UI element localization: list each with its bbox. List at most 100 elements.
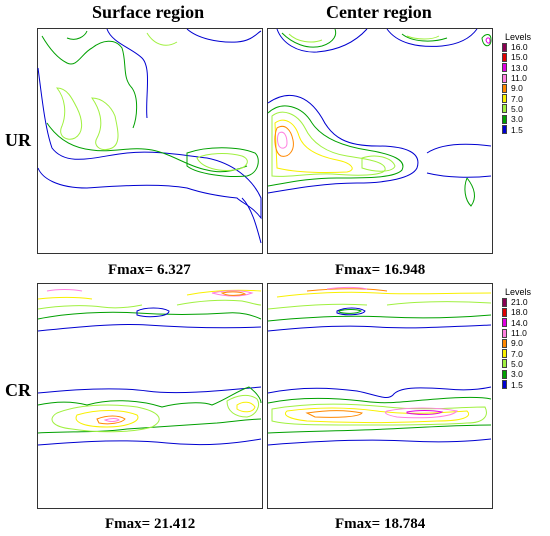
legend-value: 16.0 [511,42,528,53]
contour-line [426,143,492,154]
legend-swatch [502,349,507,359]
contour-line [426,172,492,178]
odf-plot-center-cr [267,283,493,509]
contour-line [281,28,337,48]
legend-entry: 7.0 [502,93,542,104]
contour-line [277,131,288,149]
legend-value: 9.0 [511,338,523,349]
contour-line [241,197,262,244]
odf-plot-center-ur [267,28,493,254]
contour-line [406,410,444,415]
legend-swatch [502,338,507,348]
contour-line [267,105,404,187]
contour-line [386,301,492,306]
legend-value: 3.0 [511,114,523,125]
legend-value: 1.5 [511,124,523,135]
odf-plot-surface-cr [37,283,263,509]
contour-line [46,122,248,173]
contour-line [361,155,396,172]
legend-swatch [502,380,507,390]
legend-value: 3.0 [511,369,523,380]
contour-line [37,297,93,300]
contour-line [55,87,83,140]
legend-entry: 16.0 [502,42,542,52]
legend-entry: 1.5 [502,379,542,390]
legend-title: Levels [505,287,532,297]
contour-line [276,28,368,53]
legend-swatch [502,94,507,104]
legend-value: 7.0 [511,93,523,104]
legend-entry: 1.5 [502,124,542,135]
contour-line [271,111,386,177]
row-label-ur: UR [5,130,31,150]
contour-line [406,35,440,40]
contour-line [37,323,262,332]
contour-line [186,147,259,177]
contour-line [274,125,294,157]
contour-line [37,386,262,408]
contour-line [267,438,492,446]
contour-line [236,401,256,413]
contour-line [91,97,119,151]
contour-line [37,386,262,394]
legend-swatch [502,104,507,114]
legend-swatch [502,52,507,62]
contour-line [401,33,448,42]
legend-swatch [502,359,507,369]
contour-line [267,95,419,194]
legend-entry: 3.0 [502,114,542,124]
legend-swatch [502,42,507,52]
contour-line [186,28,262,43]
legend-entry: 13.0 [502,63,542,73]
legend-entry: 15.0 [502,52,542,62]
contour-line [464,177,475,207]
contour-line [37,67,262,220]
contour-line [66,30,88,40]
contour-line [271,403,487,426]
legend-swatch [502,73,507,83]
contour-line [51,404,160,433]
legend-value: 1.5 [511,379,523,390]
contour-line [136,307,170,318]
contour-line [106,28,149,119]
contour-line [267,424,492,434]
legend-value: 18.0 [511,307,528,318]
legend-entry: 21.0 [502,297,542,307]
contour-line [96,415,126,425]
fmax-center-ur: Fmax= 16.948 [335,262,426,278]
contour-line [176,299,262,306]
column-title-center: Center region [326,2,432,22]
contour-line [226,394,260,418]
contour-line [186,289,262,296]
contour-line [41,35,138,129]
contour-line [267,314,492,322]
contour-line [326,287,368,290]
legend-value: 9.0 [511,83,523,94]
legend-value: 15.0 [511,52,528,63]
contour-line [336,307,366,316]
legend-swatch [502,125,507,135]
contour-line [284,407,469,423]
legend-entry: 7.0 [502,348,542,359]
contour-line [146,32,178,46]
legend-swatch [502,369,507,379]
legend-entry: 9.0 [502,338,542,348]
contour-line [37,311,262,320]
contour-line [46,289,83,292]
fmax-center-cr: Fmax= 18.784 [335,516,426,532]
legend-entry: 18.0 [502,307,542,317]
contour-line [274,119,353,174]
contour-line [267,397,492,404]
row-label-cr: CR [5,380,31,400]
contour-line [37,418,262,434]
legend-entry: 5.0 [502,359,542,369]
legend-entry: 5.0 [502,104,542,114]
contour-line [267,303,368,310]
fmax-surface-cr: Fmax= 21.412 [105,516,196,532]
contour-line [211,290,254,297]
legend-entry: 11.0 [502,328,542,338]
legend-entry: 9.0 [502,83,542,93]
contour-line [37,304,143,310]
contour-line [196,153,248,171]
legend-value: 21.0 [511,297,528,308]
